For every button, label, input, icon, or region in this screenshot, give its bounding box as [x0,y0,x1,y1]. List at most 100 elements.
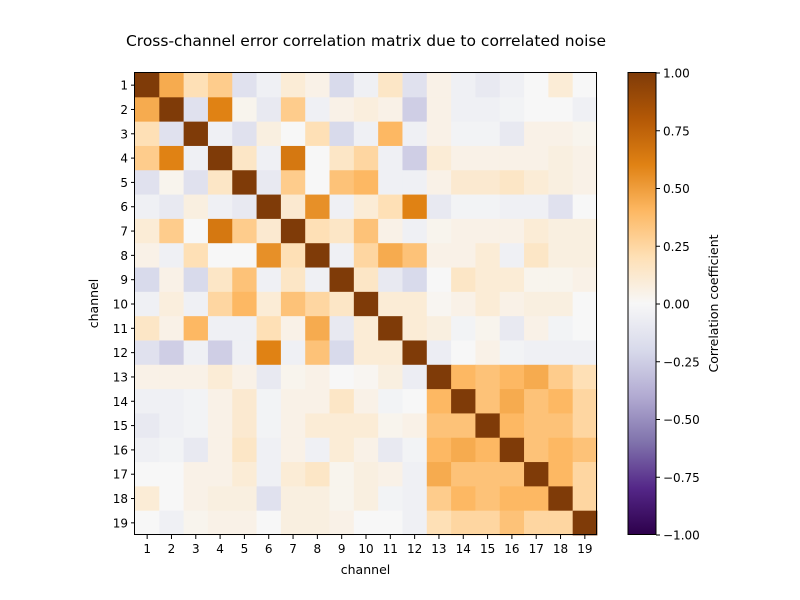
heatmap-cell [451,462,476,487]
heatmap-cell [475,73,501,98]
y-tick-label: 16 [113,443,128,457]
heatmap-cell [159,462,185,487]
heatmap-cell [451,267,476,293]
heatmap-cell [329,243,355,268]
heatmap-cell [329,316,355,341]
heatmap-cell [183,145,209,171]
heatmap-cell [232,243,257,268]
x-tick-label: 13 [431,542,446,556]
y-tick-label: 11 [113,322,128,336]
heatmap-cell [475,121,501,147]
heatmap-cell [207,437,233,463]
heatmap-cells [135,73,598,536]
heatmap-cell [305,194,330,220]
heatmap-cell [524,316,549,341]
heatmap-cell [572,145,598,171]
x-tick-label: 7 [289,542,297,556]
heatmap-cell [329,413,355,439]
y-tick-label: 3 [120,127,128,141]
heatmap-cell [159,316,185,341]
heatmap-cell [280,73,306,98]
heatmap-cell [280,364,306,390]
heatmap-cell [305,340,330,366]
heatmap-cell [451,510,476,536]
x-tick-label: 5 [241,542,249,556]
heatmap-cell [451,364,476,390]
heatmap-cell [232,316,257,341]
heatmap-cell [256,97,282,123]
heatmap-cell [548,389,574,414]
heatmap-cell [183,97,209,123]
heatmap-cell [353,437,379,463]
heatmap-cell [426,364,452,390]
heatmap-cell [305,486,330,512]
heatmap-cell [524,437,549,463]
heatmap-cell [475,462,501,487]
heatmap-cell [183,486,209,512]
y-tick-label: 12 [113,346,128,360]
heatmap-cell [232,218,257,244]
heatmap-cell [232,194,257,220]
heatmap-cell [499,486,525,512]
heatmap-cell [135,510,160,536]
heatmap-cell [159,73,185,98]
heatmap-cell [426,510,452,536]
heatmap-cell [329,291,355,317]
heatmap-cell [548,194,574,220]
heatmap-cell [475,97,501,123]
heatmap-cell [378,218,403,244]
x-axis-label: channel [341,562,390,577]
heatmap-cell [548,364,574,390]
heatmap-cell [548,145,574,171]
heatmap-cell [548,413,574,439]
y-tick-label: 6 [120,200,128,214]
heatmap-cell [305,73,330,98]
heatmap-cell [524,291,549,317]
heatmap-cell [572,170,598,195]
y-tick-label: 17 [113,468,128,482]
heatmap-cell [572,243,598,268]
x-tick-label: 9 [338,542,346,556]
heatmap-cell [329,170,355,195]
heatmap-cell [232,267,257,293]
heatmap-cell [353,97,379,123]
heatmap-cell [207,145,233,171]
y-tick-label: 5 [120,176,128,190]
y-tick-label: 2 [120,103,128,117]
heatmap-cell [256,145,282,171]
heatmap-cell [305,243,330,268]
heatmap-cell [256,462,282,487]
heatmap-cell [135,243,160,268]
heatmap-cell [305,218,330,244]
heatmap-cell [426,340,452,366]
heatmap-cell [353,316,379,341]
heatmap-cell [256,413,282,439]
heatmap-cell [207,413,233,439]
heatmap-cell [426,121,452,147]
heatmap-cell [402,389,428,414]
heatmap-cell [402,121,428,147]
heatmap-cell [378,486,403,512]
heatmap-cell [183,121,209,147]
heatmap-cell [207,243,233,268]
colorbar [628,72,656,535]
heatmap-cell [207,316,233,341]
heatmap-cell [524,413,549,439]
heatmap-cell [353,389,379,414]
heatmap-cell [135,121,160,147]
heatmap-cell [524,389,549,414]
heatmap-cell [572,437,598,463]
heatmap-cell [548,243,574,268]
heatmap-cell [135,486,160,512]
heatmap-cell [499,437,525,463]
x-tick-label: 8 [314,542,322,556]
heatmap-cell [159,243,185,268]
heatmap-cell [572,194,598,220]
colorbar-tick-label: 0.50 [663,182,690,196]
heatmap-cell [353,510,379,536]
heatmap-cell [572,121,598,147]
heatmap-cell [475,486,501,512]
heatmap-cell [135,218,160,244]
heatmap-cell [499,340,525,366]
